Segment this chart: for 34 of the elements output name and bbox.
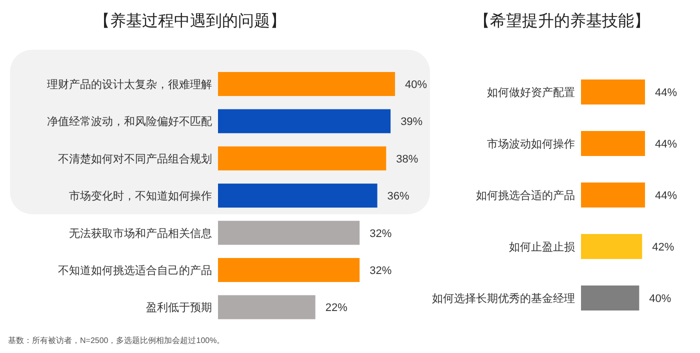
y-tick-label: 市场变化时，不知道如何操作 (69, 190, 212, 203)
bar (218, 220, 360, 245)
y-tick-label: 不知道如何挑选适合自己的产品 (58, 264, 212, 277)
y-tick-label: 如何止盈止损 (509, 240, 575, 254)
data-label: 32% (370, 265, 392, 277)
chart-title: 【希望提升的养基技能】 (474, 12, 650, 30)
y-tick-label: 如何做好资产配置 (487, 86, 575, 99)
y-tick-label: 理财产品的设计太复杂，很难理解 (47, 78, 212, 91)
chart-title: 【养基过程中遇到的问题】 (94, 12, 286, 30)
y-tick-label: 盈利低于预期 (146, 301, 212, 314)
text: 基数：所有被访者，N=2500，多选题比例相加会超过100%。 (8, 336, 225, 345)
bar (218, 146, 386, 170)
y-tick-label: 如何挑选合适的产品 (476, 189, 575, 202)
data-label: 40% (649, 293, 672, 305)
data-label: 44% (655, 190, 678, 202)
y-tick-label: 如何选择长期优秀的基金经理 (432, 292, 575, 305)
bar (218, 258, 360, 282)
y-tick-label: 市场波动如何操作 (487, 138, 575, 150)
bar (218, 184, 378, 208)
data-label: 32% (370, 228, 392, 240)
data-label: 22% (325, 302, 348, 314)
data-label: 40% (405, 79, 428, 91)
data-label: 44% (655, 138, 678, 150)
data-label: 44% (655, 87, 678, 99)
y-tick-label: 不清楚如何对不同产品组合规划 (58, 152, 212, 166)
data-label: 36% (387, 190, 410, 203)
data-label: 38% (396, 153, 418, 166)
data-label: 42% (652, 242, 674, 254)
y-tick-label: 无法获取市场和产品相关信息 (69, 226, 212, 240)
bar (218, 72, 395, 96)
bar (218, 109, 391, 134)
data-label: 39% (400, 116, 423, 128)
y-tick-label: 净值经常波动，和风险偏好不匹配 (47, 115, 212, 128)
bar (218, 295, 316, 320)
